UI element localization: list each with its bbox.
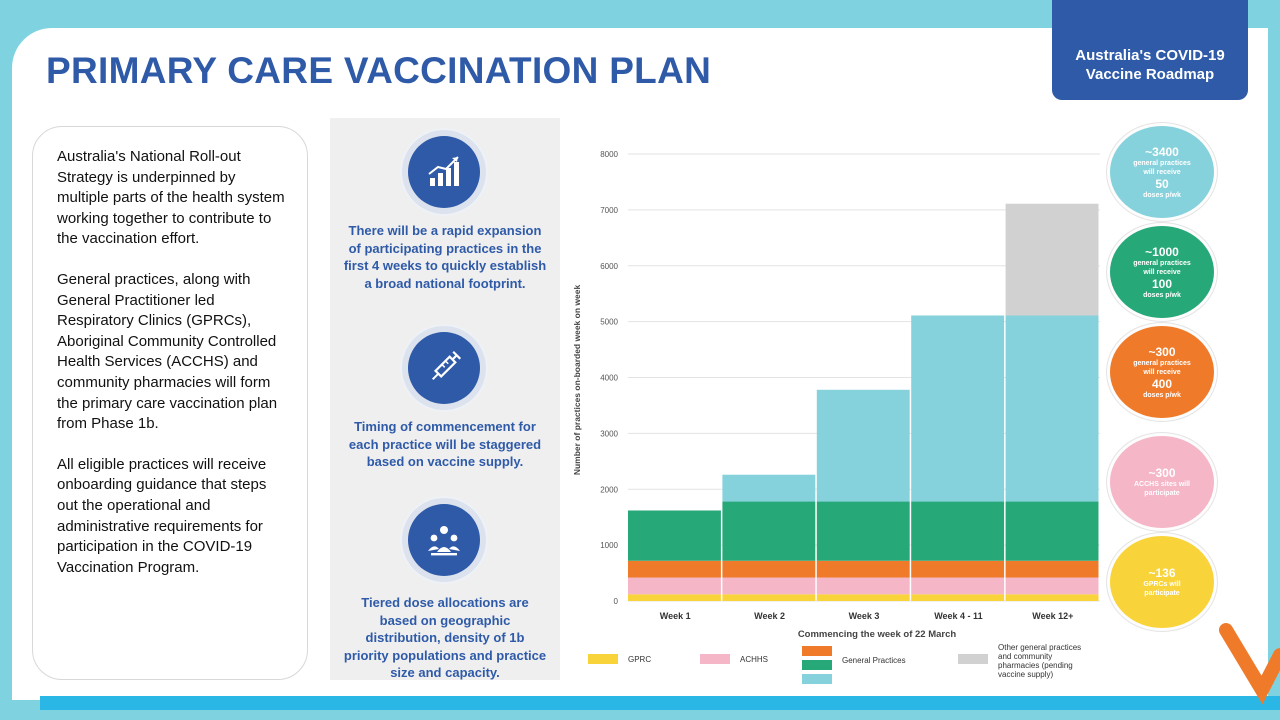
bar-segment [816,501,910,561]
roadmap-tab-line1: Australia's COVID-19 [1075,47,1225,64]
bubble-caption: general practices will receive [1133,159,1191,176]
legend-label: General Practices [842,656,906,665]
bubble-caption: doses p/wk [1143,291,1181,299]
bar-segment [1005,577,1099,595]
allocation-bubble: ~136 GPRCs will participate [1110,536,1214,628]
bubble-figure: ~300 [1148,466,1176,480]
bar-segment [628,577,721,595]
growth-chart-icon [408,136,480,208]
y-tick-label: 1000 [600,541,618,550]
bubble-caption: general practices will receive [1133,259,1191,276]
practices-onboarded-chart: 0 1000 2000 3000 4000 5000 6000 7000 8000 Week 1… [572,150,1100,640]
bubble-caption: doses p/wk [1143,391,1181,399]
bar-segment [722,594,816,601]
bubble-figure: 100 [1151,276,1173,291]
bar-segment [816,577,910,595]
bar-segment [1005,560,1099,578]
bubble-figure: ~1000 [1145,244,1179,259]
bar-segment [1005,203,1099,316]
y-tick-label: 2000 [600,485,618,494]
x-category-label: Week 2 [754,611,785,621]
bubble-figure: 50 [1155,176,1169,191]
x-category-label: Week 12+ [1032,611,1073,621]
bottom-accent-bar [40,696,1280,710]
legend-swatch [802,646,832,656]
x-category-label: Week 3 [849,611,880,621]
strategy-paragraph-1: Australia's National Roll-out Strategy i… [57,148,285,248]
legend-label: ACHHS [740,655,769,664]
bar-segment [628,510,721,561]
bubble-caption: general practices will receive [1133,359,1191,376]
x-axis-label: Commencing the week of 22 March [798,629,957,640]
allocation-bubble: ~1000 general practices will receive 100 do… [1110,226,1214,318]
bar-segment [816,389,910,502]
y-tick-label: 8000 [600,150,618,159]
y-tick-label: 6000 [600,262,618,271]
bar-segment [1005,594,1099,601]
bubble-figure: ~136 [1148,566,1176,580]
y-tick-label: 4000 [600,374,618,383]
bar-segment [816,560,910,578]
strategy-paragraph-2: General practices, along with General Pr… [57,270,278,433]
group-allocation-icon [408,504,480,576]
bubble-figure: 400 [1151,376,1173,391]
key-point-3: Tiered dose allocations are based on geo… [343,595,547,680]
legend-swatch [700,654,730,664]
bar-segment [911,560,1005,578]
y-tick-label: 5000 [600,318,618,327]
legend-swatch [802,660,832,670]
bubble-caption: GPRCs will participate [1143,581,1181,597]
legend-swatch [588,654,618,664]
bubble-figure: ~3400 [1145,144,1179,159]
legend-swatch [802,674,832,684]
page-title: PRIMARY CARE VACCINATION PLAN [46,50,712,91]
x-category-label: Week 1 [660,611,691,621]
y-axis-label: Number of practices on-boarded week on w… [572,285,582,476]
allocation-bubble: ~3400 general practices will receive 50 dos… [1110,126,1214,218]
legend-swatch [958,654,988,664]
bubble-figure: ~300 [1148,344,1176,359]
bar-segment [1005,315,1099,502]
strategy-text-box: Australia's National Roll-out Strategy i… [32,126,308,680]
key-points-panel: There will be a rapid expansion of parti… [330,118,560,680]
strategy-paragraph-3: All eligible practices will receive onbo… [57,455,267,576]
legend-label: Other general practices and community ph… [998,643,1082,679]
key-point-2: Timing of commencement for each practice… [348,419,542,469]
bar-segment [911,594,1005,601]
legend-label: GPRC [628,655,652,664]
bar-segment [816,594,910,601]
allocation-bubble: ~300 general practices will receive 400 dos… [1110,326,1214,418]
bubble-caption: doses p/wk [1143,191,1181,199]
roadmap-tab-line2: Vaccine Roadmap [1085,66,1215,83]
bubble-caption: ACCHS sites will participate [1133,481,1190,497]
allocation-bubble: ~300 ACCHS sites will participate [1110,436,1214,528]
bar-segment [628,560,721,578]
bar-segment [628,594,721,601]
bar-segment [1005,501,1099,561]
bar-segment [722,501,816,561]
roadmap-tab[interactable]: Australia's COVID-19 Vaccine Roadmap [1052,0,1248,100]
bar-segment [911,315,1005,502]
bar-segment [722,474,816,502]
x-category-label: Week 4 - 11 [934,611,982,621]
key-point-1: There will be a rapid expansion of parti… [343,223,547,291]
y-tick-label: 7000 [600,206,618,215]
bar-segment [911,577,1005,595]
y-tick-label: 3000 [600,429,618,438]
y-tick-label: 0 [614,597,619,606]
syringe-icon [408,332,480,404]
bar-segment [722,577,816,595]
bar-segment [911,501,1005,561]
bar-segment [722,560,816,578]
